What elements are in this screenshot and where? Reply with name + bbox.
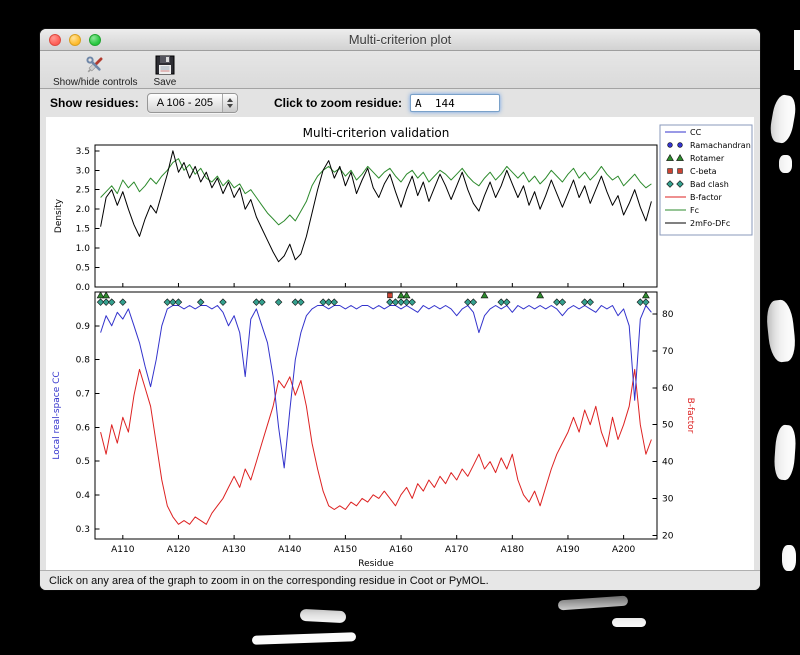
svg-text:0.5: 0.5 [76, 264, 90, 274]
svg-text:C-beta: C-beta [690, 167, 717, 176]
status-text: Click on any area of the graph to zoom i… [49, 574, 489, 587]
top-axes [94, 144, 658, 288]
svg-text:A130: A130 [222, 545, 246, 555]
screen-artifact [764, 298, 798, 364]
controls-row: Show residues: A 106 - 205 Click to zoom… [40, 89, 760, 117]
close-button[interactable] [49, 34, 61, 46]
screen-artifact [779, 155, 792, 173]
svg-text:Ramachandran: Ramachandran [690, 141, 751, 150]
svg-text:3.5: 3.5 [76, 147, 90, 157]
bottom-axes [94, 291, 658, 540]
svg-text:A200: A200 [612, 545, 636, 555]
cc-axis-label: Local real-space CC [52, 371, 62, 459]
residue-range-value: A 106 - 205 [156, 97, 213, 109]
minimize-button[interactable] [69, 34, 81, 46]
chart-title: Multi-criterion validation [303, 126, 450, 140]
svg-text:70: 70 [662, 347, 674, 357]
svg-text:0.5: 0.5 [76, 457, 90, 467]
svg-text:0.0: 0.0 [76, 283, 91, 293]
multi-criterion-chart[interactable]: Multi-criterion validation 0.0 0.5 1.0 1.5 2.… [46, 117, 754, 569]
save-label: Save [153, 77, 177, 88]
dropdown-stepper-icon [221, 94, 237, 112]
svg-text:CC: CC [690, 128, 702, 137]
svg-text:50: 50 [662, 421, 674, 431]
zoom-residue-label: Click to zoom residue: [273, 96, 402, 110]
svg-text:2mFo-DFc: 2mFo-DFc [690, 219, 730, 228]
svg-text:A190: A190 [556, 545, 580, 555]
screen-artifact [782, 545, 796, 571]
screen-artifact [251, 632, 357, 645]
screen-artifact [557, 595, 629, 611]
screen-artifact [794, 30, 800, 70]
svg-text:A140: A140 [278, 545, 302, 555]
zoom-window-button[interactable] [89, 34, 101, 46]
show-hide-controls-button[interactable]: Show/hide controls [46, 53, 145, 89]
svg-text:0.6: 0.6 [76, 423, 91, 433]
x-axis-label: Residue [358, 559, 394, 569]
svg-text:20: 20 [662, 531, 674, 541]
series-bfactor [100, 368, 652, 525]
svg-text:2.5: 2.5 [76, 186, 90, 196]
svg-text:A170: A170 [445, 545, 469, 555]
legend: CC Ramachandran Rotamer C-beta Bad clash B-fa… [659, 124, 753, 236]
svg-text:Bad clash: Bad clash [690, 180, 729, 189]
svg-text:A150: A150 [334, 545, 358, 555]
series-Fc [100, 158, 652, 226]
plot-area[interactable]: Multi-criterion validation 0.0 0.5 1.0 1.5 2.… [46, 117, 754, 570]
svg-text:A120: A120 [167, 545, 191, 555]
svg-text:2.0: 2.0 [76, 205, 91, 215]
bfactor-axis-label: B-factor [685, 398, 695, 434]
window-title: Multi-criterion plot [348, 32, 452, 47]
series-2mFo-DFc [100, 150, 652, 263]
status-bar: Click on any area of the graph to zoom i… [40, 570, 760, 590]
save-button[interactable]: Save [147, 53, 184, 89]
svg-text:80: 80 [662, 310, 674, 320]
toolbar: Show/hide controls Save [40, 51, 760, 89]
show-hide-controls-label: Show/hide controls [53, 77, 138, 88]
svg-text:40: 40 [662, 458, 674, 468]
svg-text:0.9: 0.9 [76, 322, 91, 332]
series-cc [100, 305, 652, 469]
svg-text:0.4: 0.4 [76, 491, 91, 501]
show-residues-label: Show residues: [50, 96, 139, 110]
screen-artifact [773, 424, 797, 481]
zoom-residue-input[interactable] [410, 94, 500, 112]
density-axis-label: Density [54, 198, 64, 233]
screen-artifact [767, 93, 799, 145]
svg-text:Rotamer: Rotamer [690, 154, 725, 163]
svg-text:0.3: 0.3 [76, 525, 90, 535]
svg-text:1.0: 1.0 [76, 244, 91, 254]
app-window: Multi-criterion plot Show/hide controls [40, 29, 760, 590]
svg-text:A160: A160 [389, 545, 413, 555]
screen-artifact [299, 608, 347, 624]
titlebar[interactable]: Multi-criterion plot [40, 29, 760, 51]
svg-text:A110: A110 [111, 545, 135, 555]
residue-range-dropdown[interactable]: A 106 - 205 [146, 93, 238, 113]
svg-text:60: 60 [662, 384, 674, 394]
svg-text:30: 30 [662, 494, 674, 504]
traffic-lights [49, 34, 101, 46]
save-icon [155, 54, 175, 76]
svg-text:0.8: 0.8 [76, 356, 91, 366]
svg-text:0.7: 0.7 [76, 390, 90, 400]
outlier-markers [96, 292, 650, 306]
svg-text:1.5: 1.5 [76, 225, 90, 235]
svg-text:Fc: Fc [690, 206, 699, 215]
svg-text:A180: A180 [501, 545, 525, 555]
svg-text:B-factor: B-factor [690, 193, 723, 202]
svg-text:3.0: 3.0 [76, 166, 91, 176]
screen-artifact [612, 618, 646, 627]
tools-icon [83, 54, 107, 76]
